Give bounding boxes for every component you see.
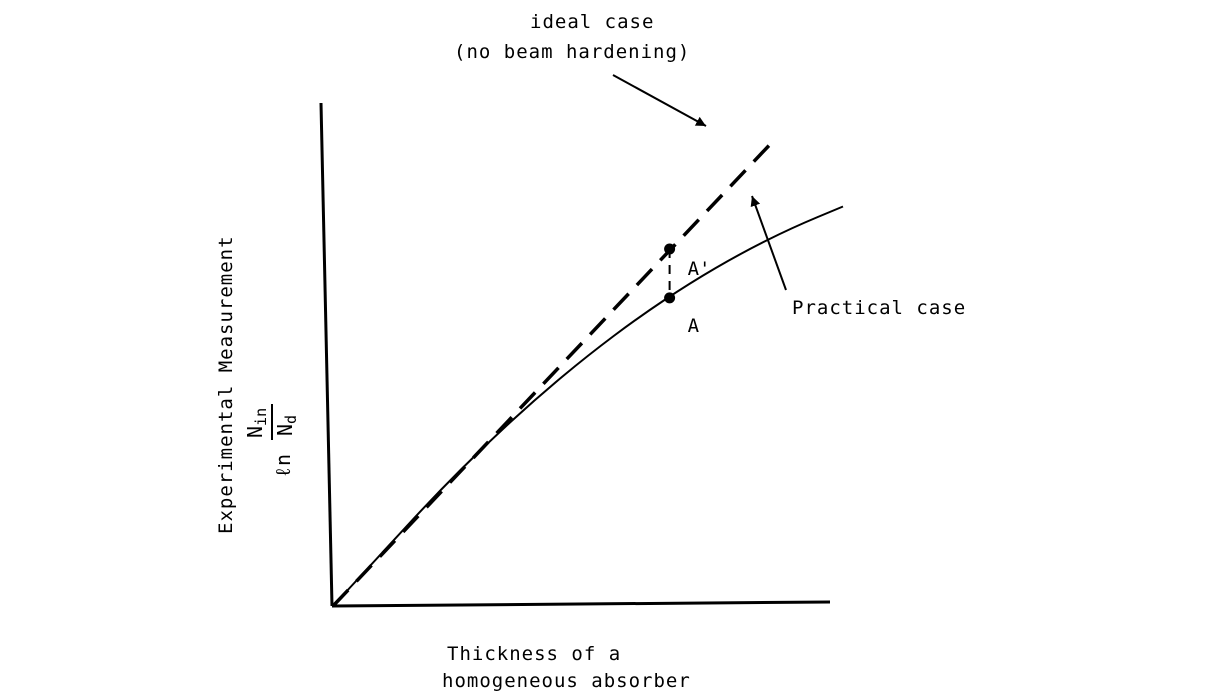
y-axis-label-ln: ℓn [271, 454, 295, 478]
x-axis-label-line2: homogeneous absorber [442, 670, 691, 692]
ideal-case-annotation-line1: ideal case [530, 11, 654, 33]
ideal-line [331, 141, 773, 608]
point-a-label: A [688, 315, 700, 337]
ideal-case-arrow [612, 74, 707, 127]
y-axis [319, 102, 334, 607]
x-axis [331, 600, 831, 608]
point-a-prime [664, 243, 676, 255]
y-axis-label-numerator: Nin [243, 408, 270, 438]
point-a [664, 292, 676, 304]
y-axis-label: Experimental Measurement ℓn Nin Nd [215, 235, 300, 534]
x-axis-label-line1: Thickness of a [447, 643, 621, 665]
practical-curve [332, 205, 844, 607]
practical-case-arrow [750, 195, 787, 291]
y-axis-label-denominator: Nd [273, 415, 300, 436]
point-a-prime-label: A' [688, 258, 711, 280]
y-axis-label-text: Experimental Measurement [215, 235, 237, 534]
ideal-case-annotation-line2: (no beam hardening) [454, 41, 690, 63]
practical-case-annotation: Practical case [792, 297, 966, 319]
